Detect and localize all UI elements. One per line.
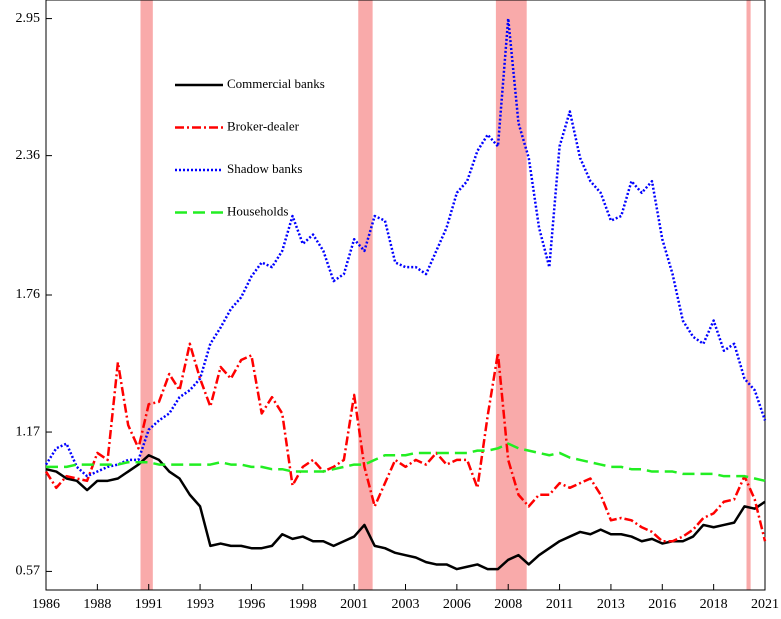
x-tick-label: 2018 [700,597,728,612]
legend-label: Broker-dealer [227,118,300,133]
y-tick-label: 2.36 [16,148,41,163]
x-tick-label: 2001 [340,597,368,612]
recession-band [495,0,527,590]
x-tick-label: 1986 [32,597,60,612]
x-tick-label: 2011 [546,597,573,612]
recession-band [140,0,153,590]
y-tick-label: 1.17 [16,424,41,439]
x-tick-label: 1998 [289,597,317,612]
x-tick-label: 2013 [597,597,625,612]
legend-label: Commercial banks [227,76,325,91]
legend-label: Households [227,203,288,218]
recession-band [746,0,751,590]
x-tick-label: 2006 [443,597,471,612]
series-line [44,17,767,478]
x-tick-label: 2016 [648,597,676,612]
x-tick-label: 1988 [83,597,111,612]
series-line [44,342,767,543]
series-line [46,442,766,483]
recession-band [358,0,373,590]
x-tick-label: 2008 [494,597,522,612]
x-tick-label: 1991 [135,597,163,612]
y-tick-label: 2.95 [16,11,41,26]
x-tick-label: 1996 [237,597,265,612]
x-tick-label: 2021 [751,597,779,612]
y-tick-label: 1.76 [16,287,41,302]
y-tick-label: 0.57 [16,564,41,579]
legend-label: Shadow banks [227,161,302,176]
plot-frame [45,0,766,591]
x-tick-label: 1993 [186,597,214,612]
series-line [45,454,766,571]
x-tick-label: 2003 [392,597,420,612]
